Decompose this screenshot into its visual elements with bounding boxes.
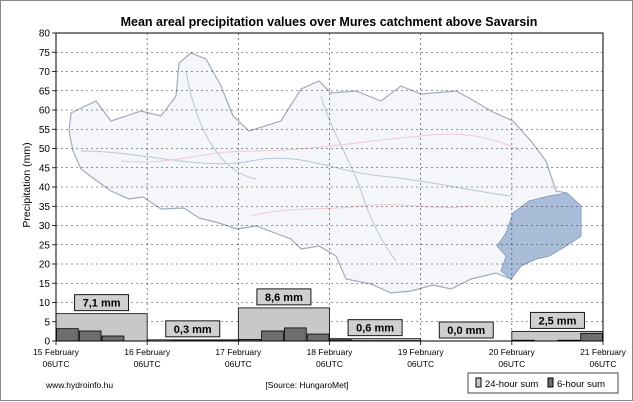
y-tick-label-15: 75	[39, 48, 51, 59]
data-label-4: 0,0 mm	[447, 325, 485, 337]
bar-6h-1	[79, 331, 101, 341]
x-tick-label-time-3: 06UTC	[316, 359, 343, 369]
x-tick-label-time-6: 06UTC	[590, 359, 617, 369]
x-tick-label-date-1: 16 February	[124, 347, 171, 357]
y-tick-label-10: 50	[39, 144, 51, 155]
y-tick-label-1: 5	[44, 317, 50, 328]
y-tick-label-9: 45	[39, 163, 51, 174]
data-label-1: 0,3 mm	[174, 324, 212, 336]
chart-title: Mean areal precipitation values over Mur…	[121, 15, 538, 29]
footer-source: [Source: HungaroMet]	[265, 380, 348, 390]
x-tick-label-date-0: 15 February	[33, 347, 80, 357]
legend: 24-hour sum 6-hour sum	[468, 373, 618, 393]
legend-swatch-6h	[548, 378, 553, 387]
data-label-5: 2,5 mm	[538, 315, 576, 327]
x-tick-label-date-4: 19 February	[398, 347, 445, 357]
catchment-map	[69, 53, 581, 293]
bar-6h-10	[284, 328, 306, 341]
x-tick-label-time-4: 06UTC	[407, 359, 434, 369]
x-tick-label-time-2: 06UTC	[225, 359, 252, 369]
x-tick-label-date-5: 20 February	[489, 347, 536, 357]
bar-6h-11	[307, 334, 329, 341]
y-tick-label-16: 80	[39, 29, 51, 40]
bar-6h-23	[581, 333, 603, 341]
legend-swatch-24h	[476, 378, 481, 387]
bar-6h-2	[102, 336, 124, 341]
catchment-outline	[69, 53, 581, 293]
y-tick-label-2: 10	[39, 298, 51, 309]
x-tick-label-time-1: 06UTC	[134, 359, 161, 369]
y-tick-label-14: 70	[39, 67, 51, 78]
bar-6h-0	[57, 329, 79, 341]
data-label-3: 0,6 mm	[356, 323, 394, 335]
y-tick-label-8: 40	[39, 183, 51, 194]
x-tick-label-time-0: 06UTC	[43, 359, 70, 369]
legend-label-24h: 24-hour sum	[485, 379, 538, 390]
x-tick-label-date-3: 18 February	[307, 347, 354, 357]
data-label-2: 8,6 mm	[265, 292, 303, 304]
y-axis-label: Precipitation (mm)	[21, 142, 33, 227]
y-tick-label-11: 55	[39, 125, 51, 136]
y-tick-label-13: 65	[39, 86, 51, 97]
y-tick-label-4: 20	[39, 260, 51, 271]
y-tick-label-12: 60	[39, 106, 51, 117]
bar-6h-9	[262, 331, 284, 341]
y-tick-label-7: 35	[39, 202, 51, 213]
data-label-0: 7,1 mm	[83, 298, 121, 310]
y-tick-label-0: 0	[44, 337, 50, 348]
y-tick-label-6: 30	[39, 221, 51, 232]
footer-website: www.hydroinfo.hu	[45, 380, 113, 390]
x-tick-label-time-5: 06UTC	[498, 359, 525, 369]
y-tick-label-3: 15	[39, 279, 51, 290]
legend-label-6h: 6-hour sum	[557, 379, 605, 390]
x-tick-label-date-2: 17 February	[215, 347, 262, 357]
y-tick-label-5: 25	[39, 240, 51, 251]
x-tick-label-date-6: 21 February	[580, 347, 627, 357]
